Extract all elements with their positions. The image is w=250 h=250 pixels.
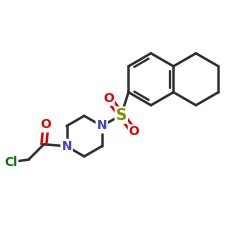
Text: O: O (40, 118, 51, 132)
Text: Cl: Cl (4, 156, 18, 168)
Text: S: S (116, 108, 127, 122)
Text: O: O (103, 92, 114, 105)
Text: O: O (129, 126, 140, 138)
Text: N: N (62, 140, 72, 153)
Text: N: N (96, 120, 107, 132)
